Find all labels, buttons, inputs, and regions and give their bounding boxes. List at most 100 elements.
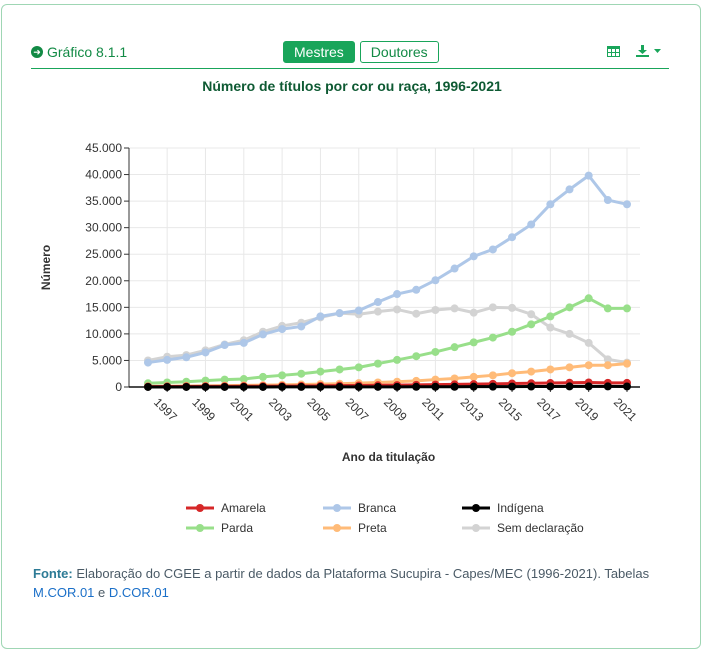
tab-doutores[interactable]: Doutores: [359, 41, 439, 63]
data-point[interactable]: [450, 343, 459, 352]
data-point[interactable]: [335, 382, 344, 391]
data-point[interactable]: [603, 361, 612, 370]
data-point[interactable]: [450, 382, 459, 391]
data-point[interactable]: [469, 382, 478, 391]
data-point[interactable]: [278, 371, 287, 380]
data-point[interactable]: [546, 382, 555, 391]
data-point[interactable]: [258, 330, 267, 339]
data-point[interactable]: [220, 341, 229, 350]
data-point[interactable]: [239, 338, 248, 347]
data-point[interactable]: [335, 309, 344, 318]
data-point[interactable]: [584, 338, 593, 347]
data-point[interactable]: [508, 233, 517, 242]
data-point[interactable]: [469, 372, 478, 381]
data-point[interactable]: [546, 365, 555, 374]
data-point[interactable]: [393, 290, 402, 299]
link-dcor01[interactable]: D.COR.01: [108, 585, 169, 600]
data-point[interactable]: [258, 382, 267, 391]
legend-item-label[interactable]: Parda: [221, 521, 253, 535]
data-point[interactable]: [527, 367, 536, 376]
data-point[interactable]: [412, 352, 421, 361]
data-point[interactable]: [239, 375, 248, 384]
figure-label[interactable]: ➜ Gráfico 8.1.1: [31, 44, 127, 60]
data-point[interactable]: [431, 305, 440, 314]
data-point[interactable]: [546, 200, 555, 209]
data-point[interactable]: [412, 382, 421, 391]
data-point[interactable]: [527, 310, 536, 319]
data-point[interactable]: [163, 355, 172, 364]
data-point[interactable]: [335, 365, 344, 374]
data-point[interactable]: [565, 329, 574, 338]
data-point[interactable]: [469, 252, 478, 261]
data-point[interactable]: [623, 304, 631, 313]
data-point[interactable]: [623, 200, 631, 209]
data-point[interactable]: [393, 305, 402, 314]
data-point[interactable]: [565, 363, 574, 372]
data-point[interactable]: [278, 382, 287, 391]
data-point[interactable]: [354, 306, 363, 315]
data-point[interactable]: [450, 304, 459, 313]
link-mcor01[interactable]: M.COR.01: [33, 585, 95, 600]
data-point[interactable]: [450, 264, 459, 273]
data-point[interactable]: [182, 353, 191, 362]
data-point[interactable]: [584, 294, 593, 303]
data-point[interactable]: [527, 220, 536, 229]
data-point[interactable]: [584, 382, 593, 391]
data-point[interactable]: [508, 369, 517, 378]
data-point[interactable]: [182, 382, 191, 391]
data-point[interactable]: [239, 382, 248, 391]
legend-item-label[interactable]: Indígena: [497, 501, 544, 515]
data-point[interactable]: [163, 382, 172, 391]
data-point[interactable]: [316, 312, 325, 321]
data-point[interactable]: [546, 323, 555, 332]
data-point[interactable]: [278, 325, 287, 334]
data-point[interactable]: [527, 382, 536, 391]
data-point[interactable]: [527, 320, 536, 329]
download-menu[interactable]: [636, 45, 661, 57]
data-point[interactable]: [373, 359, 382, 368]
legend-item-label[interactable]: Preta: [358, 521, 387, 535]
data-point[interactable]: [488, 303, 497, 312]
tab-mestres[interactable]: Mestres: [283, 41, 355, 63]
data-point[interactable]: [488, 333, 497, 342]
data-point[interactable]: [431, 382, 440, 391]
data-point[interactable]: [393, 355, 402, 364]
data-point[interactable]: [565, 185, 574, 194]
data-point[interactable]: [623, 382, 631, 391]
data-point[interactable]: [412, 285, 421, 294]
data-point[interactable]: [584, 171, 593, 180]
data-point[interactable]: [297, 322, 306, 331]
data-point[interactable]: [373, 298, 382, 307]
data-point[interactable]: [201, 348, 210, 357]
data-point[interactable]: [469, 308, 478, 317]
data-point[interactable]: [469, 338, 478, 347]
data-point[interactable]: [603, 355, 612, 364]
data-point[interactable]: [603, 196, 612, 205]
data-point[interactable]: [431, 276, 440, 285]
data-point[interactable]: [258, 372, 267, 381]
data-point[interactable]: [488, 371, 497, 380]
data-point[interactable]: [393, 382, 402, 391]
data-point[interactable]: [546, 312, 555, 321]
data-point[interactable]: [603, 304, 612, 313]
data-point[interactable]: [144, 358, 152, 367]
table-icon[interactable]: [607, 45, 620, 57]
data-point[interactable]: [316, 382, 325, 391]
data-point[interactable]: [354, 363, 363, 372]
data-point[interactable]: [623, 359, 631, 368]
data-point[interactable]: [508, 382, 517, 391]
data-point[interactable]: [220, 382, 229, 391]
data-point[interactable]: [373, 382, 382, 391]
data-point[interactable]: [565, 303, 574, 312]
data-point[interactable]: [297, 382, 306, 391]
data-point[interactable]: [431, 347, 440, 356]
data-point[interactable]: [565, 382, 574, 391]
data-point[interactable]: [316, 367, 325, 376]
data-point[interactable]: [488, 382, 497, 391]
data-point[interactable]: [297, 369, 306, 378]
data-point[interactable]: [508, 327, 517, 336]
legend-item-label[interactable]: Branca: [358, 501, 396, 515]
data-point[interactable]: [603, 382, 612, 391]
data-point[interactable]: [412, 309, 421, 318]
data-point[interactable]: [508, 303, 517, 312]
